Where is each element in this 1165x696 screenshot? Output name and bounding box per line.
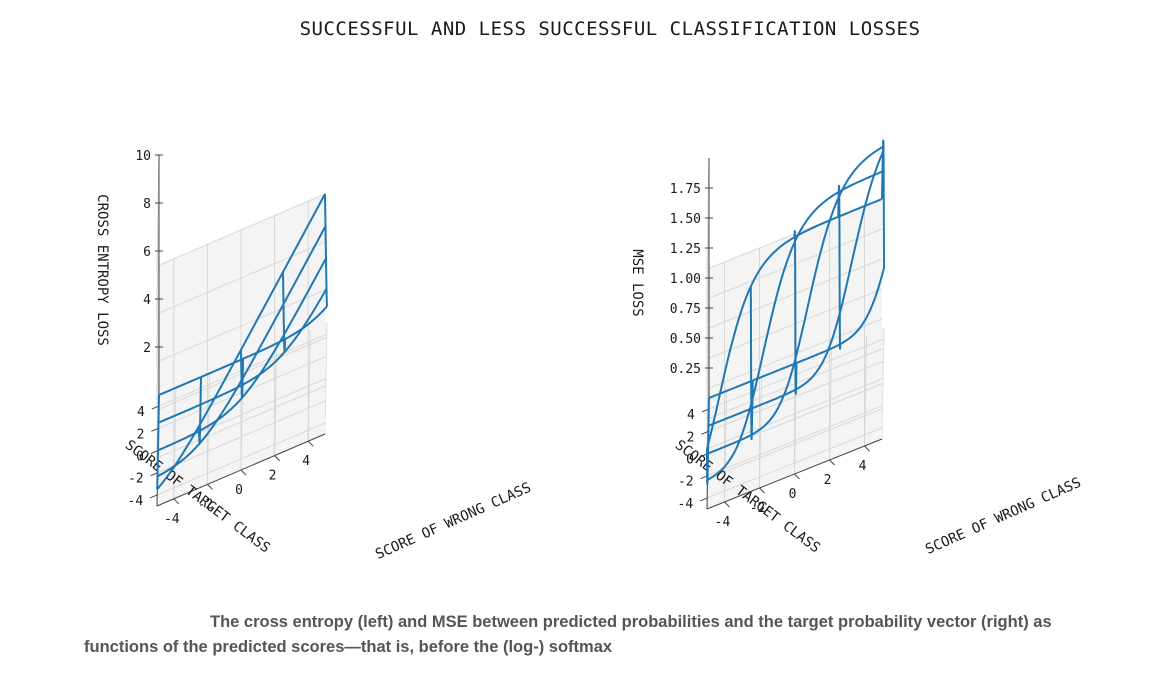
z-tick-label: 1.00 [670, 272, 701, 287]
y-tick-label: 4 [302, 454, 310, 469]
y-axis-label: SCORE OF WRONG CLASS [923, 475, 1084, 558]
x-tick-mark [150, 472, 158, 477]
z-tick-label: 0.25 [670, 362, 701, 377]
y-tick-mark [240, 469, 247, 476]
y-tick-label: 0 [789, 487, 797, 502]
mse-plot: 0.25 0.50 0.75 1.00 1.25 1.50 1.75 4 2 0 -2 -4 -4 -2 0… [629, 139, 1084, 558]
x-tick-label: -4 [678, 497, 694, 512]
y-axis-label: SCORE OF WRONG CLASS [373, 480, 534, 563]
figure-title: SUCCESSFUL AND LESS SUCCESSFUL CLASSIFIC… [300, 18, 921, 40]
surface-wire-const-wrong [881, 139, 885, 268]
y-tick-mark [724, 501, 730, 508]
z-axis-label: MSE LOSS [629, 249, 645, 316]
caption-text: The cross entropy (left) and MSE between… [84, 613, 1052, 656]
y-tick-label: -4 [715, 515, 731, 530]
surface-wire-const-wrong [706, 398, 710, 486]
x-tick-label: -4 [128, 494, 144, 509]
x-tick-mark [701, 408, 709, 413]
y-tick-mark [829, 459, 835, 466]
z-tick-label: 6 [143, 245, 151, 260]
x-tick-mark [150, 450, 159, 454]
surface-wire-const-wrong [240, 349, 244, 399]
figure-caption: The cross entropy (left) and MSE between… [84, 610, 1114, 660]
z-tick-label: 1.25 [670, 242, 701, 257]
x-tick-mark [151, 427, 159, 432]
y-tick-mark [794, 473, 800, 480]
x-tick-label: 0 [686, 453, 694, 468]
z-tick-label: 1.50 [670, 212, 701, 227]
surface-wire-const-wrong [749, 286, 754, 441]
x-tick-label: 2 [687, 430, 695, 445]
grid-line [829, 348, 832, 461]
z-axis-label: CROSS ENTROPY LOSS [94, 194, 110, 346]
x-tick-label: -2 [678, 475, 694, 490]
surface-wire-const-wrong [324, 194, 328, 308]
z-tick-label: 10 [135, 149, 151, 164]
surface-wire-const-wrong [282, 272, 286, 354]
z-tick-label: 1.75 [670, 182, 701, 197]
y-tick-label: -2 [198, 497, 214, 512]
y-tick-label: 2 [824, 473, 832, 488]
x-tick-mark [150, 494, 158, 499]
y-tick-mark [307, 440, 314, 447]
grid-line [307, 330, 311, 442]
y-tick-mark [759, 487, 765, 494]
y-tick-label: -4 [164, 512, 180, 527]
surface-wire-const-wrong [156, 395, 160, 491]
y-tick-mark [173, 498, 180, 505]
surface-wire-const-wrong [793, 230, 798, 395]
y-tick-label: 0 [235, 483, 243, 498]
x-tick-label: 0 [136, 450, 144, 465]
z-tick-label: 4 [143, 293, 151, 308]
y-tick-label: 2 [269, 469, 277, 484]
y-tick-mark [274, 455, 280, 461]
z-tick-label: 8 [143, 197, 151, 212]
y-tick-label: -2 [750, 501, 766, 516]
figure: SUCCESSFUL AND LESS SUCCESSFUL CLASSIFIC… [94, 18, 1084, 563]
x-tick-mark [151, 405, 159, 410]
z-tick-label: 0.50 [670, 332, 701, 347]
y-tick-mark [864, 445, 870, 452]
grid-line [274, 344, 278, 456]
grid-line [708, 360, 884, 432]
z-tick-label: 2 [143, 341, 151, 356]
grid-line [864, 334, 867, 447]
x-tick-label: -2 [128, 472, 144, 487]
z-tick-label: 0.75 [670, 302, 701, 317]
x-tick-label: 4 [137, 405, 145, 420]
surface-wire-const-wrong [837, 184, 842, 350]
x-tick-mark [701, 430, 709, 435]
x-tick-label: 2 [137, 427, 145, 442]
x-tick-label: 4 [687, 408, 695, 423]
y-tick-label: 4 [859, 459, 867, 474]
x-tick-mark [700, 497, 708, 502]
surface-wire-const-wrong [198, 377, 202, 445]
y-tick-mark [207, 484, 213, 490]
